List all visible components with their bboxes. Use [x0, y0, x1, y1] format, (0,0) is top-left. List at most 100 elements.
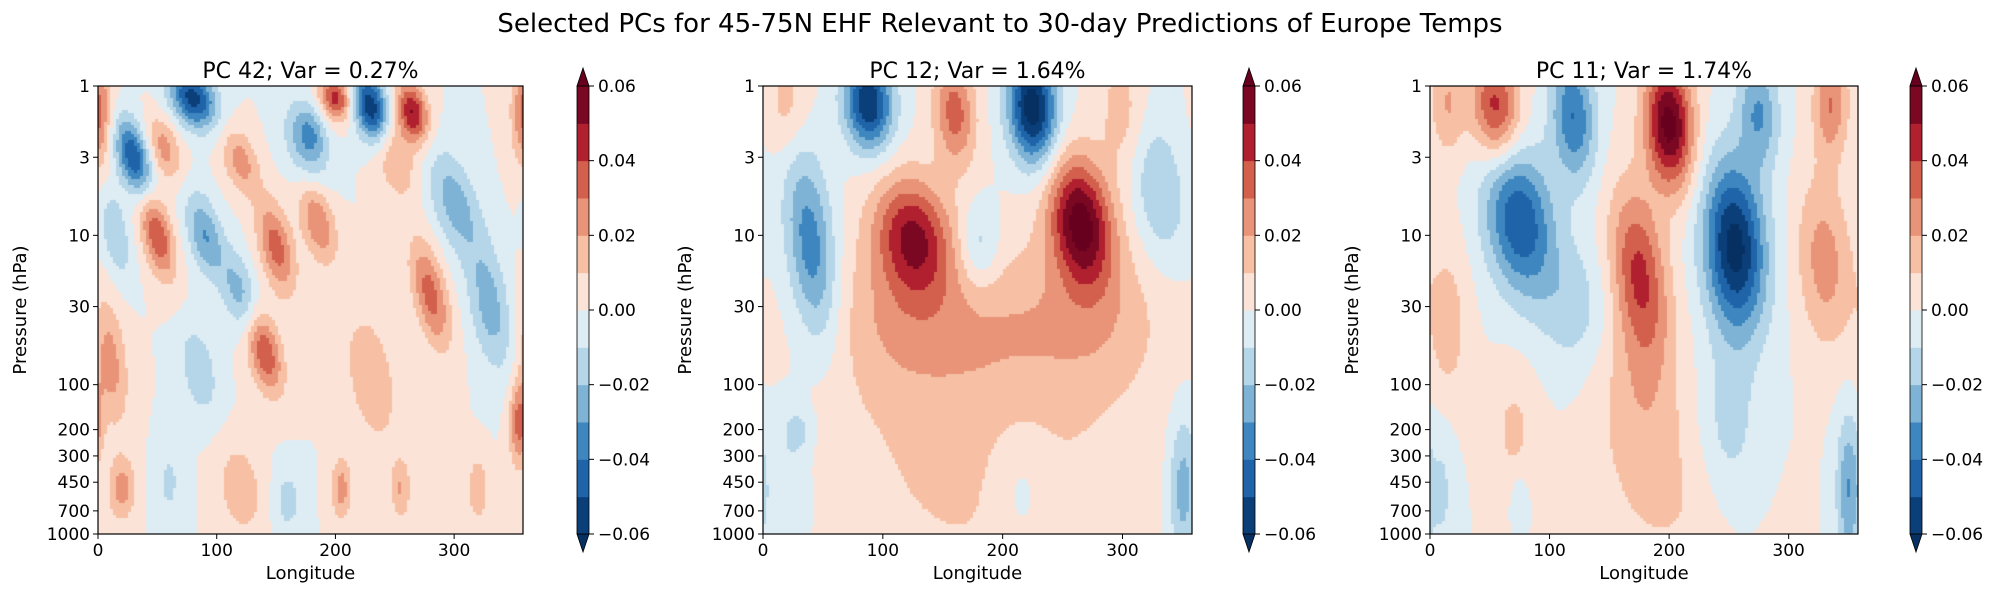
- y-axis-label: Pressure (hPa): [675, 245, 696, 374]
- colorbar-band: [577, 496, 589, 535]
- colorbar-band: [1910, 422, 1922, 460]
- colorbar-tick-label: 0.00: [1931, 301, 1969, 321]
- colorbar-extend-max: [576, 66, 590, 87]
- colorbar-extend-min: [576, 533, 590, 554]
- x-tick-label: 300: [1106, 541, 1138, 561]
- y-tick-label: 200: [723, 421, 755, 441]
- colorbar-band: [1243, 347, 1255, 386]
- plot-frame: [97, 85, 524, 535]
- panel-title: PC 12; Var = 1.64%: [869, 59, 1085, 84]
- y-axis-label: Pressure (hPa): [10, 245, 31, 374]
- colorbar-band: [577, 86, 589, 124]
- colorbar: 0.06 0.04 0.02 0.00 −0.02 −0.04 −0.06: [1909, 66, 1983, 554]
- colorbar-tick-label: −0.06: [1264, 525, 1316, 545]
- x-tick-label: 100: [867, 541, 899, 561]
- x-tick-label: 200: [319, 541, 351, 561]
- colorbar-band: [1243, 123, 1255, 162]
- colorbar-tick-label: −0.06: [1931, 525, 1983, 545]
- panels: PC 42; Var = 0.27%0 100 200 300Longitude131…: [10, 59, 1983, 584]
- x-tick-label: 0: [1425, 541, 1436, 561]
- panel-title: PC 42; Var = 0.27%: [202, 59, 418, 84]
- y-tick-label: 700: [58, 502, 90, 522]
- x-axis-label: Longitude: [1599, 563, 1689, 584]
- y-tick-label: 3: [1411, 148, 1422, 168]
- colorbar-band: [577, 160, 589, 199]
- colorbar-band: [1910, 86, 1922, 124]
- colorbar-band: [1243, 384, 1255, 423]
- colorbar-band: [577, 347, 589, 386]
- colorbar-extend-min: [1909, 533, 1923, 554]
- colorbar-band: [1910, 347, 1922, 386]
- colorbar-band: [1243, 272, 1255, 311]
- y-tick-label: 30: [1400, 298, 1422, 318]
- colorbar-band: [1243, 160, 1255, 199]
- panel-title: PC 11; Var = 1.74%: [1536, 59, 1752, 84]
- x-axis-label: Longitude: [933, 563, 1023, 584]
- colorbar-tick-label: 0.04: [598, 152, 636, 172]
- y-tick-label: 10: [1400, 226, 1422, 246]
- y-tick-label: 300: [723, 447, 755, 467]
- x-axis-label: Longitude: [266, 563, 356, 584]
- y-tick-label: 1: [744, 77, 755, 97]
- y-tick-label: 30: [68, 298, 90, 318]
- colorbar-tick-label: −0.04: [1264, 450, 1316, 470]
- colorbar-tick-label: 0.02: [598, 226, 636, 246]
- colorbar-band: [1243, 496, 1255, 535]
- y-tick-label: 450: [723, 473, 755, 493]
- colorbar-band: [577, 384, 589, 423]
- colorbar-band: [577, 422, 589, 460]
- heatmap-field: [763, 86, 1192, 534]
- colorbar: 0.06 0.04 0.02 0.00 −0.02 −0.04 −0.06: [1242, 66, 1316, 554]
- colorbar-band: [1910, 235, 1922, 274]
- colorbar-tick-label: −0.02: [1264, 376, 1316, 396]
- colorbar-band: [1910, 310, 1922, 348]
- colorbar-band: [577, 310, 589, 348]
- colorbar-extend-max: [1242, 66, 1256, 87]
- y-tick-label: 10: [733, 226, 755, 246]
- colorbar-tick-label: 0.00: [1264, 301, 1302, 321]
- x-tick-label: 200: [986, 541, 1018, 561]
- panel-3: PC 11; Var = 1.74% 0 100 200 300 Longitude 1 3 1…: [1342, 59, 1983, 584]
- y-tick-label: 300: [1390, 447, 1422, 467]
- panel-2: PC 12; Var = 1.64% 0 100 200 300 Longitude 1 3 1…: [675, 59, 1316, 584]
- y-tick-label: 1000: [47, 525, 90, 545]
- colorbar-band: [1910, 459, 1922, 498]
- colorbar-extend-min: [1242, 533, 1256, 554]
- y-tick-label: 3: [744, 148, 755, 168]
- colorbar-tick-label: 0.06: [598, 77, 636, 97]
- colorbar-tick-label: −0.06: [598, 525, 650, 545]
- colorbar-band: [577, 459, 589, 498]
- y-tick-label: 30: [733, 298, 755, 318]
- y-tick-label: 200: [1390, 421, 1422, 441]
- colorbar-band: [1243, 198, 1255, 236]
- colorbar-band: [577, 198, 589, 236]
- y-tick-label: 1000: [712, 525, 755, 545]
- y-tick-label: 450: [58, 473, 90, 493]
- colorbar-tick-label: 0.06: [1931, 77, 1969, 97]
- colorbar-tick-label: 0.04: [1931, 152, 1969, 172]
- y-tick-label: 450: [1390, 473, 1422, 493]
- colorbar-tick-label: 0.02: [1931, 226, 1969, 246]
- y-tick-label: 700: [723, 502, 755, 522]
- y-tick-label: 100: [1390, 376, 1422, 396]
- plot-frame: [762, 85, 1193, 535]
- y-tick-label: 300: [58, 447, 90, 467]
- x-tick-label: 0: [93, 541, 104, 561]
- x-tick-label: 300: [1772, 541, 1804, 561]
- y-tick-label: 100: [723, 376, 755, 396]
- colorbar-band: [1910, 160, 1922, 199]
- x-tick-label: 100: [200, 541, 232, 561]
- colorbar-band: [1243, 235, 1255, 274]
- colorbar-band: [1243, 422, 1255, 460]
- colorbar-tick-label: −0.02: [1931, 376, 1983, 396]
- heatmap-field: [98, 86, 523, 534]
- colorbar-band: [1910, 384, 1922, 423]
- y-tick-label: 100: [58, 376, 90, 396]
- colorbar-tick-label: −0.04: [1931, 450, 1983, 470]
- colorbar-band: [577, 123, 589, 162]
- colorbar-tick-label: −0.02: [598, 376, 650, 396]
- colorbar-band: [1910, 272, 1922, 311]
- figure-title: Selected PCs for 45-75N EHF Relevant to …: [497, 9, 1502, 39]
- colorbar-band: [1910, 123, 1922, 162]
